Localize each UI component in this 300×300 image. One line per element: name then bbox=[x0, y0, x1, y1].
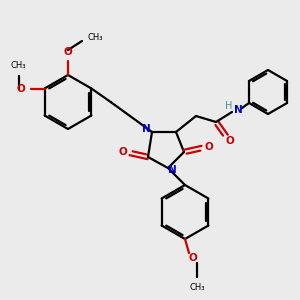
Text: CH₃: CH₃ bbox=[189, 283, 205, 292]
Text: N: N bbox=[142, 124, 150, 134]
Text: CH₃: CH₃ bbox=[88, 32, 103, 41]
Text: O: O bbox=[17, 83, 26, 94]
Text: O: O bbox=[189, 253, 197, 263]
Text: O: O bbox=[118, 147, 127, 157]
Text: O: O bbox=[226, 136, 234, 146]
Text: N: N bbox=[234, 105, 242, 115]
Text: O: O bbox=[64, 47, 72, 57]
Text: O: O bbox=[205, 142, 213, 152]
Text: CH₃: CH₃ bbox=[11, 61, 26, 70]
Text: H: H bbox=[225, 101, 233, 111]
Text: N: N bbox=[168, 165, 176, 175]
